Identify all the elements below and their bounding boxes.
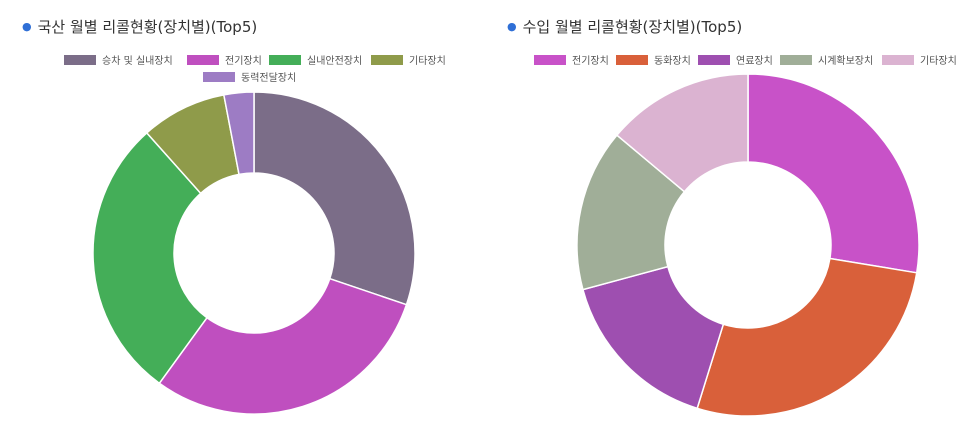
legend-swatch — [780, 55, 812, 65]
legend-item-4[interactable]: 시계확보장치 — [780, 55, 873, 67]
legend-item-2[interactable]: 동화장치 — [616, 55, 691, 67]
legend-item-3[interactable]: 실내안전장치 — [269, 55, 362, 67]
donut-slice-1[interactable] — [747, 73, 920, 274]
legend-label: 실내안전장치 — [307, 55, 362, 67]
legend-swatch — [371, 55, 403, 65]
legend-swatch — [616, 55, 648, 65]
legend-swatch — [882, 55, 914, 65]
donut-slice-2[interactable] — [158, 277, 408, 415]
donut-slice-1[interactable] — [253, 91, 416, 306]
donut-slice-5[interactable] — [222, 91, 255, 176]
chart-title-text: 국산 월별 리콜현황(장치별)(Top5) — [37, 18, 258, 36]
legend-label: 연료장치 — [736, 55, 773, 67]
legend-swatch — [187, 55, 219, 65]
legend-swatch — [203, 72, 235, 82]
domestic-chart-panel: ● 국산 월별 리콜현황(장치별)(Top5) 승차 및 실내장치 전기장치 실내안전… — [22, 16, 446, 415]
bullet-icon: ● — [507, 20, 517, 33]
donut-slice-3[interactable] — [581, 265, 725, 410]
donut-slice-5[interactable] — [615, 73, 749, 193]
legend-label: 승차 및 실내장치 — [102, 55, 173, 67]
donut-slice-2[interactable] — [696, 257, 918, 417]
chart-title-text: 수입 월별 리콜현황(장치별)(Top5) — [522, 18, 743, 36]
chart-title: ● 수입 월별 리콜현황(장치별)(Top5) — [507, 16, 742, 37]
legend-label: 전기장치 — [225, 55, 262, 67]
legend-item-5[interactable]: 동력전달장치 — [203, 72, 296, 84]
legend-label: 기타장치 — [409, 55, 446, 67]
legend-item-1[interactable]: 승차 및 실내장치 — [64, 55, 173, 67]
legend-label: 동화장치 — [654, 55, 691, 67]
legend-item-5[interactable]: 기타장치 — [882, 55, 957, 67]
legend-label: 동력전달장치 — [241, 72, 296, 84]
bullet-icon: ● — [22, 20, 32, 33]
legend-item-3[interactable]: 연료장치 — [698, 55, 773, 67]
legend-item-1[interactable]: 전기장치 — [534, 55, 609, 67]
chart-title: ● 국산 월별 리콜현황(장치별)(Top5) — [22, 16, 257, 37]
donut-chart-import: 전기장치 동화장치 연료장치 시계확보장치 기타장치 — [534, 55, 957, 417]
legend-label: 전기장치 — [572, 55, 609, 67]
legend-swatch — [534, 55, 566, 65]
import-chart-panel: ● 수입 월별 리콜현황(장치별)(Top5) 전기장치 동화장치 연료장치 시계확보장… — [485, 0, 960, 445]
legend-swatch — [64, 55, 96, 65]
legend-item-4[interactable]: 기타장치 — [371, 55, 446, 67]
legend-item-2[interactable]: 전기장치 — [187, 55, 262, 67]
donut-slice-3[interactable] — [92, 131, 209, 385]
legend-label: 기타장치 — [920, 55, 957, 67]
legend-swatch — [269, 55, 301, 65]
legend-swatch — [698, 55, 730, 65]
legend-label: 시계확보장치 — [818, 55, 873, 67]
donut-slice-4[interactable] — [576, 134, 686, 291]
